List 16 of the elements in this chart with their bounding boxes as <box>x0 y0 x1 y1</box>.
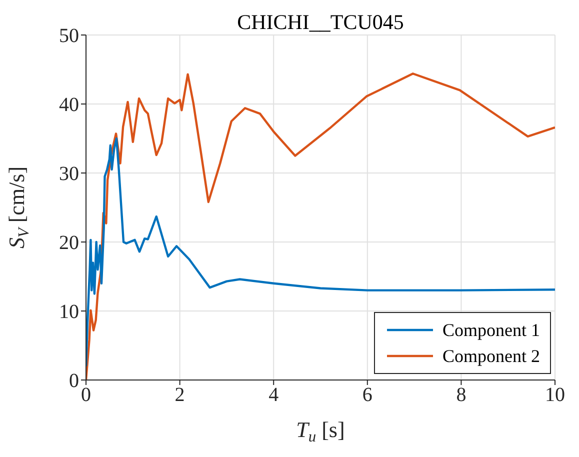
y-tick-label: 10 <box>59 301 79 324</box>
y-tick-label: 40 <box>59 94 79 116</box>
legend-label: Component 2 <box>442 345 540 368</box>
x-tick-label: 8 <box>456 384 466 406</box>
legend-label: Component 1 <box>442 319 540 342</box>
chart-title: CHICHI__TCU045 <box>236 10 405 35</box>
x-tick-label: 10 <box>545 384 565 406</box>
x-tick-label: 4 <box>268 384 279 406</box>
y-tick-label: 20 <box>59 232 79 254</box>
y-tick-label: 30 <box>59 163 79 186</box>
x-axis-title: T$_{u}$ [s] <box>296 417 345 446</box>
x-tick-label: 2 <box>174 384 185 406</box>
line-series <box>86 137 555 368</box>
y-tick-label: 0 <box>69 370 79 392</box>
y-tick-label: 50 <box>59 25 79 48</box>
x-tick-label: 6 <box>362 384 372 406</box>
